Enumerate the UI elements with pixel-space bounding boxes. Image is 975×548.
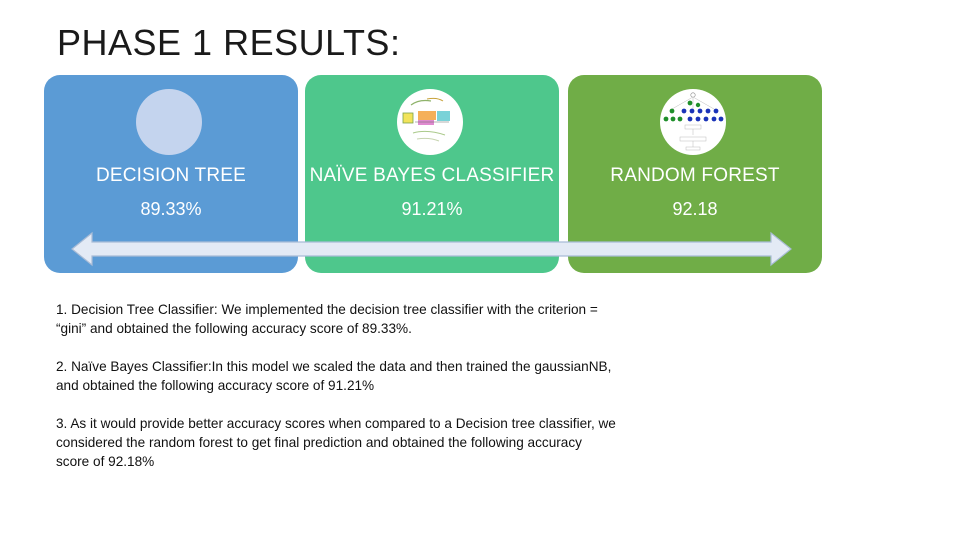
note-decision-tree: 1. Decision Tree Classifier: We implemen… xyxy=(56,302,598,336)
card-score: 91.21% xyxy=(401,199,463,219)
page-title: PHASE 1 RESULTS: xyxy=(57,22,401,63)
bayes-formula-icon xyxy=(397,89,463,155)
results-notes: 1. Decision Tree Classifier: We implemen… xyxy=(56,300,616,490)
double-arrow-icon xyxy=(71,231,792,267)
note-random-forest: 3. As it would provide better accuracy s… xyxy=(56,416,616,469)
card-score: 92.18 xyxy=(672,199,718,219)
card-title: DECISION TREE xyxy=(95,165,247,186)
note-naive-bayes: 2. Naïve Bayes Classifier:In this model … xyxy=(56,359,612,393)
decision-tree-icon xyxy=(136,89,202,155)
card-score: 89.33% xyxy=(140,199,202,219)
random-forest-diagram-icon xyxy=(660,89,726,155)
naive-bayes-card: NAÏVE BAYES CLASSIFIER 91.21% xyxy=(305,75,559,273)
card-title: NAÏVE BAYES CLASSIFIER xyxy=(309,165,555,186)
card-title: RANDOM FOREST xyxy=(610,165,780,186)
random-forest-card: RANDOM FOREST 92.18 xyxy=(568,75,822,273)
